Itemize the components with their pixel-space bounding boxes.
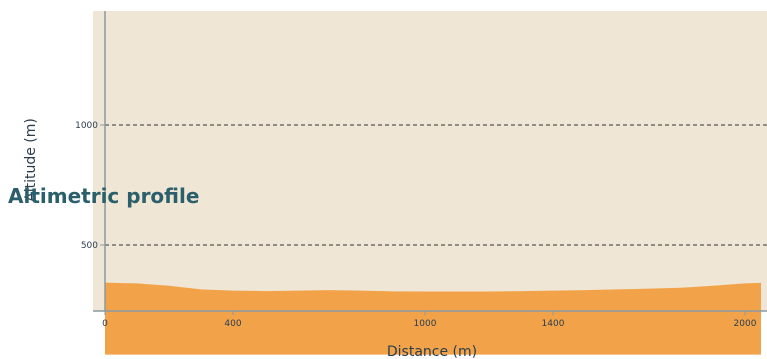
x-tick-label-400: 400 xyxy=(224,319,241,329)
chart-title: Altimetric profile xyxy=(8,184,199,208)
plot-background xyxy=(93,11,767,311)
x-tick-label-1000: 1000 xyxy=(414,319,437,329)
x-tick-label-0: 0 xyxy=(102,319,108,329)
x-tick-label-2000: 2000 xyxy=(734,319,757,329)
x-tick-label-1400: 1400 xyxy=(542,319,565,329)
altitude-area xyxy=(105,282,761,355)
y-axis-label: Altitude (m) xyxy=(23,118,39,202)
y-axis-ticks: 500 1000 xyxy=(75,121,105,251)
grid-lines xyxy=(105,124,767,246)
x-axis-label: Distance (m) xyxy=(387,344,477,359)
x-axis-ticks: 0 400 1000 1400 2000 xyxy=(102,311,757,329)
y-tick-label-1000: 1000 xyxy=(75,121,98,131)
y-tick-label-500: 500 xyxy=(81,241,98,251)
